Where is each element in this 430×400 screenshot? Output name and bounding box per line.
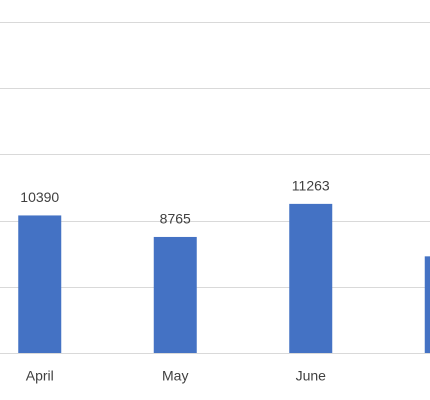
data-label: 11263: [292, 178, 330, 194]
data-label: 10390: [20, 189, 59, 205]
x-tick-label: May: [162, 368, 188, 384]
x-tick-label: April: [26, 368, 54, 384]
bar: [153, 236, 197, 353]
bar: [289, 203, 333, 353]
x-tick-label: June: [296, 368, 327, 384]
bar: [424, 256, 430, 353]
data-label: 8765: [160, 211, 191, 227]
bar: [18, 215, 62, 353]
